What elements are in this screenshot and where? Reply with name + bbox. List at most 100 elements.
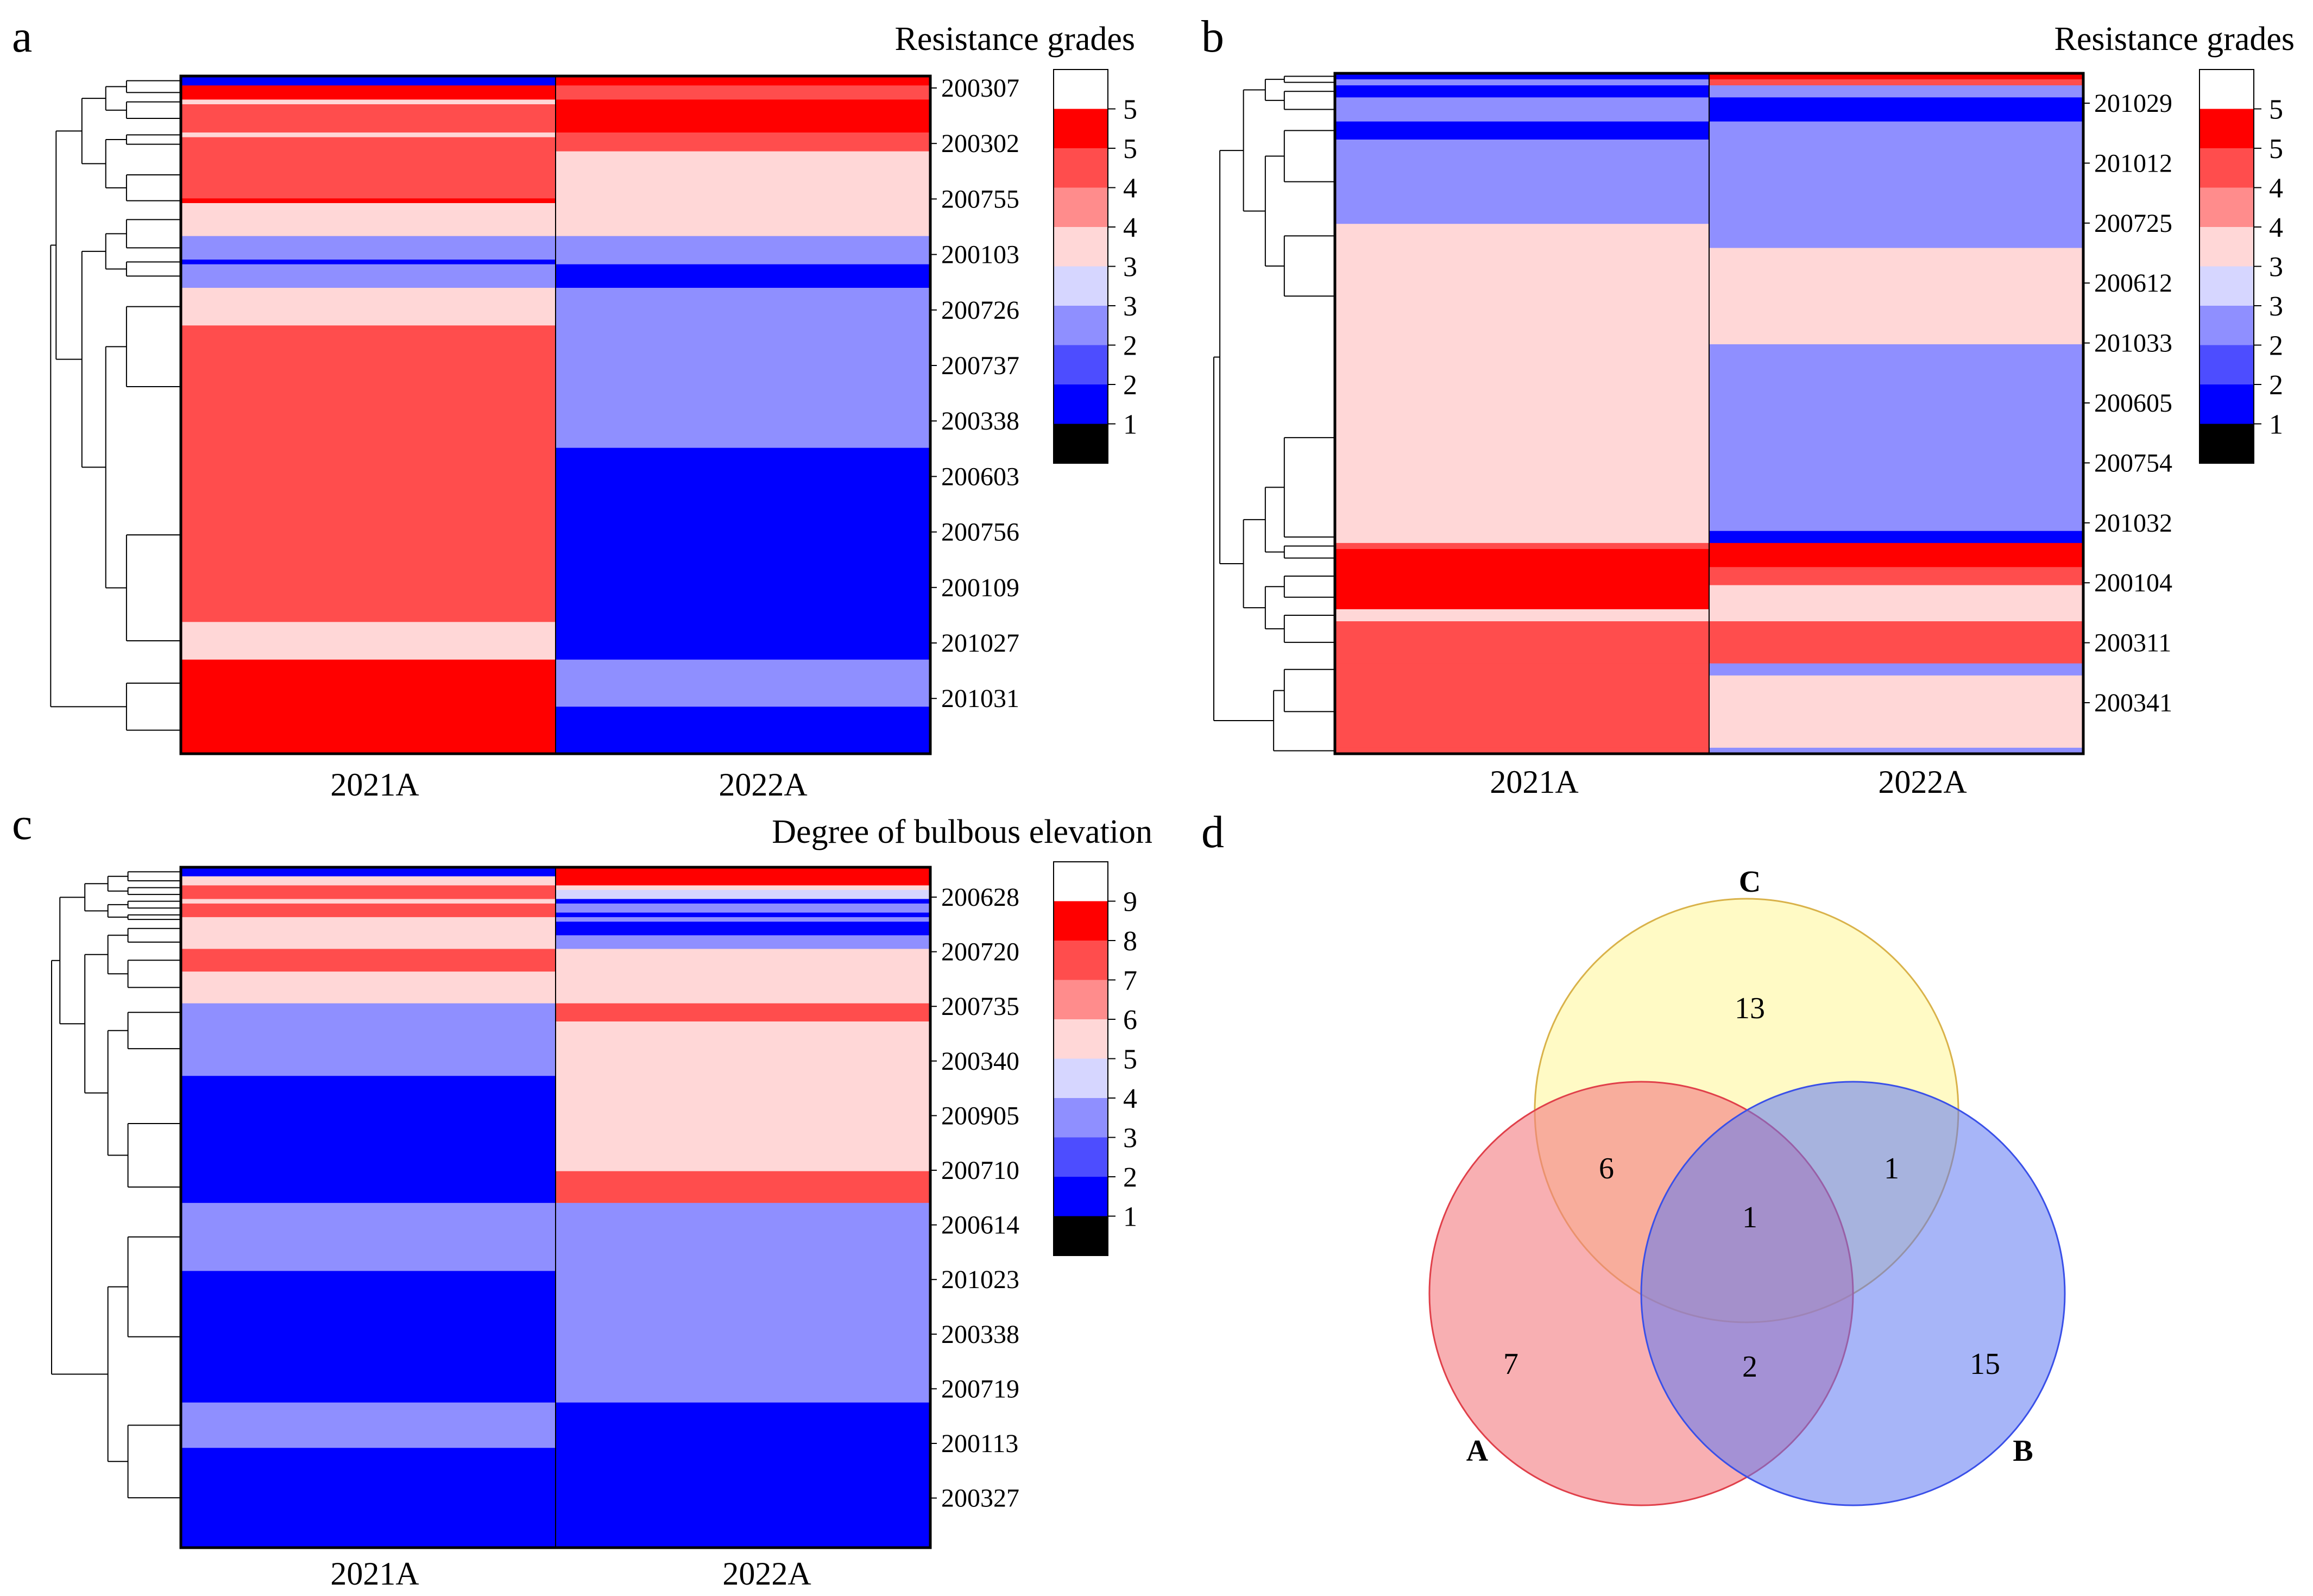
heat-cell-2022A-9 <box>556 935 930 949</box>
legend-label: 2 <box>2269 331 2283 362</box>
venn-region-c-only: 13 <box>1735 992 1765 1025</box>
legend-swatch <box>1054 1137 1108 1177</box>
heat-cell-2021A-8 <box>181 203 556 237</box>
row-label: 200103 <box>941 241 1019 269</box>
row-label: 200341 <box>2094 689 2172 717</box>
legend-label: 1 <box>1123 1202 1137 1233</box>
panel-b-legend-title: Resistance grades <box>2054 21 2295 58</box>
legend-swatch <box>1054 1019 1108 1059</box>
row-label: 200614 <box>941 1211 1019 1240</box>
heat-cell-2021A-5 <box>181 137 556 152</box>
panel-c-column-label-2021A: 2021A <box>330 1556 419 1592</box>
legend-label: 5 <box>1123 1044 1137 1075</box>
heat-cell-2022A-2 <box>556 885 930 891</box>
heat-cell-2022A-0 <box>556 867 930 877</box>
row-label: 201031 <box>941 684 1019 713</box>
venn-set-label-c: C <box>1739 865 1761 899</box>
heat-cell-2022A-3 <box>1709 97 2083 122</box>
panel-d-letter: d <box>1201 807 1224 857</box>
panel-b-row-labels: 201029 201012 200725 200612 201033 200605 2007… <box>2083 89 2172 717</box>
legend-swatch <box>1054 862 1108 901</box>
heat-cell-2021A-5 <box>1335 139 1709 224</box>
legend-swatch <box>2199 70 2254 109</box>
row-label: 200720 <box>941 938 1019 967</box>
heat-cell-2022A-3 <box>556 104 930 133</box>
panel-c-heatmap <box>181 867 930 1548</box>
heat-cell-2022A-12 <box>556 1003 930 1022</box>
panel-b: b Resistance grades 20102920101220072520… <box>1201 11 2295 800</box>
row-label: 200719 <box>941 1374 1019 1403</box>
heat-cell-2022A-5 <box>556 137 930 152</box>
legend-label: 9 <box>1123 887 1137 918</box>
row-label: 200737 <box>941 351 1019 380</box>
legend-label: 6 <box>1123 1005 1137 1036</box>
heat-cell-2022A-2 <box>556 99 930 105</box>
heat-cell-2021A-3 <box>1335 97 1709 122</box>
heat-cell-2022A-7 <box>556 198 930 204</box>
heat-cell-2021A-16 <box>181 659 556 707</box>
heat-cell-2022A-1 <box>556 85 930 100</box>
panel-a-row-labels: 200307 200302 200755 200103 200726 200737 2003… <box>930 74 1019 713</box>
heat-cell-2021A-15 <box>1335 621 1709 664</box>
heat-cell-2021A-14 <box>181 447 556 622</box>
heat-cell-2022A-2 <box>1709 85 2083 98</box>
heat-cell-2022A-1 <box>556 876 930 886</box>
heat-cell-2021A-7 <box>1335 248 1709 345</box>
heat-cell-2022A-11 <box>1709 548 2083 567</box>
heat-cell-2022A-4 <box>556 899 930 904</box>
panel-a-legend: 5 5 4 4 3 3 2 2 1 <box>1053 69 1137 464</box>
heat-cell-2021A-17 <box>1335 675 1709 748</box>
heat-cell-2021A-9 <box>181 236 556 260</box>
venn-region-ac: 6 <box>1599 1152 1614 1185</box>
legend-label: 2 <box>1123 331 1137 362</box>
legend-swatch <box>1054 227 1108 267</box>
legend-label: 5 <box>1123 94 1137 125</box>
heat-cell-2021A-17 <box>181 706 556 754</box>
legend-label: 3 <box>2269 252 2283 283</box>
panel-c-dendrogram <box>51 871 181 1499</box>
heat-cell-2022A-8 <box>556 203 930 237</box>
heat-cell-2022A-16 <box>1709 663 2083 676</box>
panel-a: a Resistance grades 20030720030220075520… <box>12 11 1137 803</box>
heat-cell-2021A-10 <box>1335 542 1709 550</box>
legend-swatch <box>2199 424 2254 464</box>
panel-b-letter: b <box>1201 11 1224 62</box>
heat-cell-2021A-12 <box>181 1003 556 1022</box>
row-label: 200710 <box>941 1156 1019 1185</box>
heat-cell-2021A-11 <box>1335 548 1709 567</box>
panel-d: d C A B 13 6 1 1 7 2 15 <box>1201 807 2066 1506</box>
legend-label: 8 <box>1123 926 1137 957</box>
panel-a-letter: a <box>12 11 32 62</box>
panel-a-column-label-2021A: 2021A <box>330 767 419 803</box>
heat-cell-2022A-18 <box>1709 747 2083 754</box>
heat-cell-2021A-2 <box>1335 85 1709 98</box>
venn-region-a-only: 7 <box>1503 1347 1518 1381</box>
legend-swatch <box>1054 901 1108 941</box>
row-label: 200603 <box>941 462 1019 491</box>
heat-cell-2022A-8 <box>556 922 930 936</box>
heat-cell-2021A-11 <box>181 264 556 288</box>
legend-label: 3 <box>1123 252 1137 283</box>
legend-label: 2 <box>1123 370 1137 401</box>
panel-b-column-label-2021A: 2021A <box>1490 764 1578 800</box>
heat-cell-2022A-4 <box>556 133 930 138</box>
legend-label: 4 <box>1123 212 1137 243</box>
row-label: 200307 <box>941 74 1019 103</box>
heat-cell-2021A-0 <box>1335 73 1709 80</box>
legend-swatch <box>1054 384 1108 424</box>
heat-cell-2021A-3 <box>181 104 556 133</box>
row-label: 200302 <box>941 129 1019 158</box>
legend-label: 4 <box>2269 212 2283 243</box>
heat-cell-2021A-9 <box>1335 531 1709 544</box>
venn-region-bc: 1 <box>1884 1152 1899 1185</box>
heat-cell-2022A-17 <box>556 706 930 754</box>
legend-swatch <box>1054 941 1108 980</box>
heat-cell-2022A-9 <box>1709 531 2083 544</box>
legend-swatch <box>1054 306 1108 345</box>
heat-cell-2021A-18 <box>1335 747 1709 754</box>
heat-cell-2022A-14 <box>1709 609 2083 622</box>
heat-cell-2021A-8 <box>181 922 556 936</box>
legend-label: 4 <box>2269 173 2283 204</box>
panel-c-legend: 9 8 7 6 5 4 3 2 1 <box>1053 861 1137 1256</box>
